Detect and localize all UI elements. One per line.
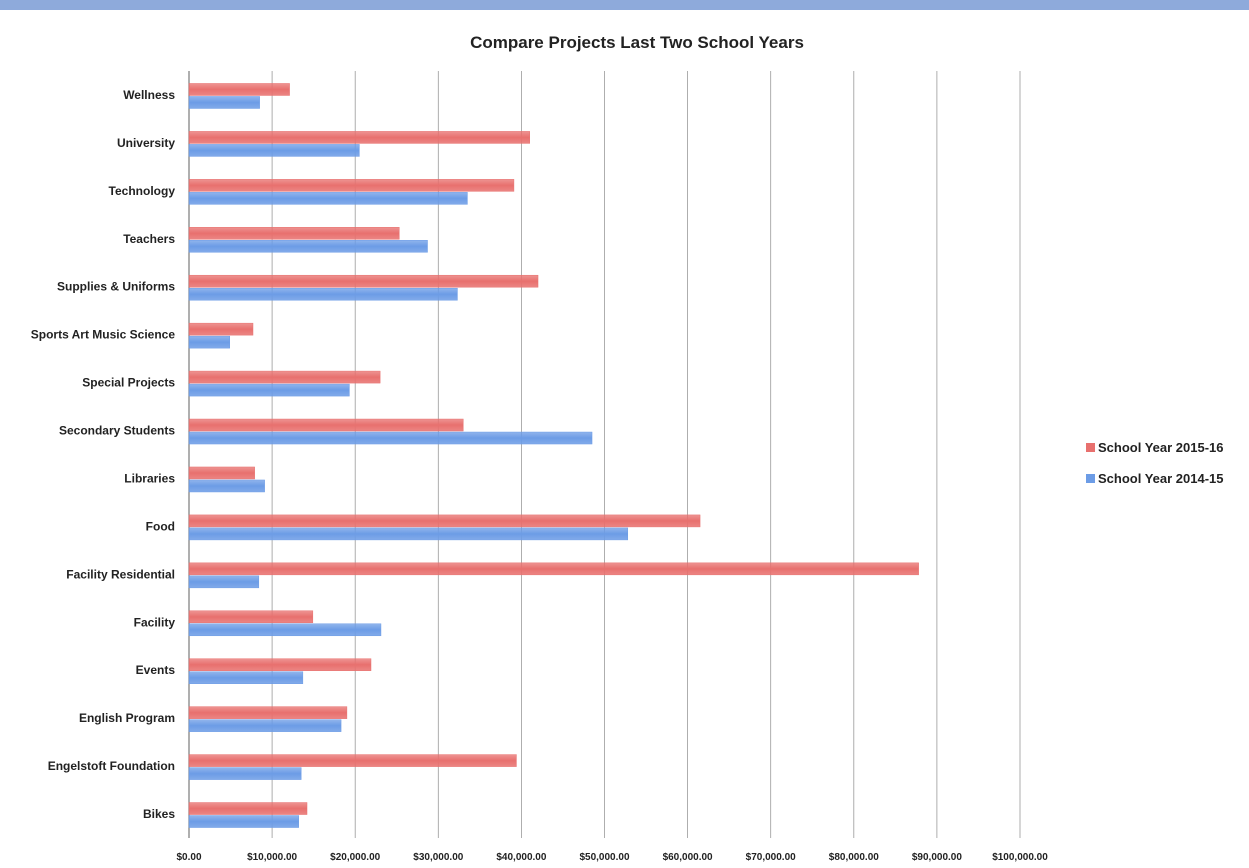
- bar-2014-15: [188, 815, 299, 828]
- category-label: Food: [146, 519, 175, 533]
- bar-2014-15: [188, 192, 468, 205]
- bar-2014-15: [188, 96, 260, 109]
- category-label: Facility: [134, 615, 176, 629]
- bar-2015-16: [188, 802, 308, 815]
- category-label: Supplies & Uniforms: [57, 280, 175, 294]
- bar-2015-16: [188, 227, 400, 240]
- category-label: Sports Art Music Science: [31, 328, 176, 342]
- bar-2015-16: [188, 706, 348, 719]
- x-tick-labels: $0.00 $10,000.00 $20,000.00 $30,000.00 $40,0…: [176, 852, 1048, 863]
- bar-2014-15: [188, 431, 593, 445]
- bar-2015-16: [188, 179, 515, 192]
- category-label: Events: [136, 663, 176, 677]
- x-tick-label: $0.00: [176, 852, 201, 863]
- category-label: Secondary Students: [59, 424, 175, 438]
- bar-2014-15: [188, 287, 458, 301]
- bar-2015-16: [188, 274, 539, 288]
- x-tick-label: $90,000.00: [912, 852, 962, 863]
- bar-2015-16: [188, 418, 464, 432]
- bar-2014-15: [188, 767, 302, 780]
- legend: School Year 2015-16 School Year 2014-15: [1086, 440, 1224, 486]
- bar-2014-15: [188, 479, 265, 493]
- category-label: Libraries: [124, 471, 175, 485]
- bar-2014-15: [188, 527, 629, 541]
- legend-swatch-2015-16: [1086, 443, 1095, 452]
- bar-2014-15: [188, 335, 230, 349]
- x-tick-label: $100,000.00: [992, 852, 1048, 863]
- bars: [188, 83, 919, 828]
- legend-label-2014-15: School Year 2014-15: [1098, 471, 1224, 486]
- bar-2014-15: [188, 671, 304, 684]
- bar-2015-16: [188, 322, 254, 336]
- bar-2014-15: [188, 240, 428, 253]
- category-label: Facility Residential: [66, 567, 175, 581]
- category-label: Engelstoft Foundation: [48, 759, 175, 773]
- bar-2014-15: [188, 383, 350, 397]
- category-label: Technology: [109, 184, 176, 198]
- bar-2015-16: [188, 658, 372, 671]
- bar-2015-16: [188, 514, 701, 528]
- x-tick-label: $30,000.00: [413, 852, 463, 863]
- top-band: [0, 0, 1249, 10]
- bar-2015-16: [188, 562, 919, 576]
- bar-2015-16: [188, 610, 314, 624]
- legend-label-2015-16: School Year 2015-16: [1098, 440, 1224, 455]
- legend-swatch-2014-15: [1086, 474, 1095, 483]
- bar-2014-15: [188, 719, 342, 732]
- bar-2014-15: [188, 575, 260, 589]
- x-tick-label: $80,000.00: [829, 852, 879, 863]
- bar-2014-15: [188, 623, 382, 637]
- x-tick-label: $60,000.00: [663, 852, 713, 863]
- bar-2015-16: [188, 754, 517, 767]
- bar-2014-15: [188, 144, 360, 157]
- bar-2015-16: [188, 370, 381, 384]
- x-tick-label: $10,000.00: [247, 852, 297, 863]
- bar-2015-16: [188, 83, 290, 96]
- bar-2015-16: [188, 466, 255, 480]
- category-labels: Bikes Engelstoft Foundation English Progra…: [31, 88, 176, 821]
- category-label: Teachers: [123, 232, 175, 246]
- category-label: University: [117, 136, 175, 150]
- category-label: English Program: [79, 711, 175, 725]
- x-tick-label: $40,000.00: [496, 852, 546, 863]
- bar-2015-16: [188, 131, 530, 144]
- chart-title: Compare Projects Last Two School Years: [470, 33, 804, 52]
- category-label: Wellness: [123, 88, 175, 102]
- x-tick-label: $50,000.00: [579, 852, 629, 863]
- category-label: Bikes: [143, 807, 175, 821]
- x-tick-label: $70,000.00: [746, 852, 796, 863]
- category-label: Special Projects: [82, 376, 175, 390]
- x-tick-label: $20,000.00: [330, 852, 380, 863]
